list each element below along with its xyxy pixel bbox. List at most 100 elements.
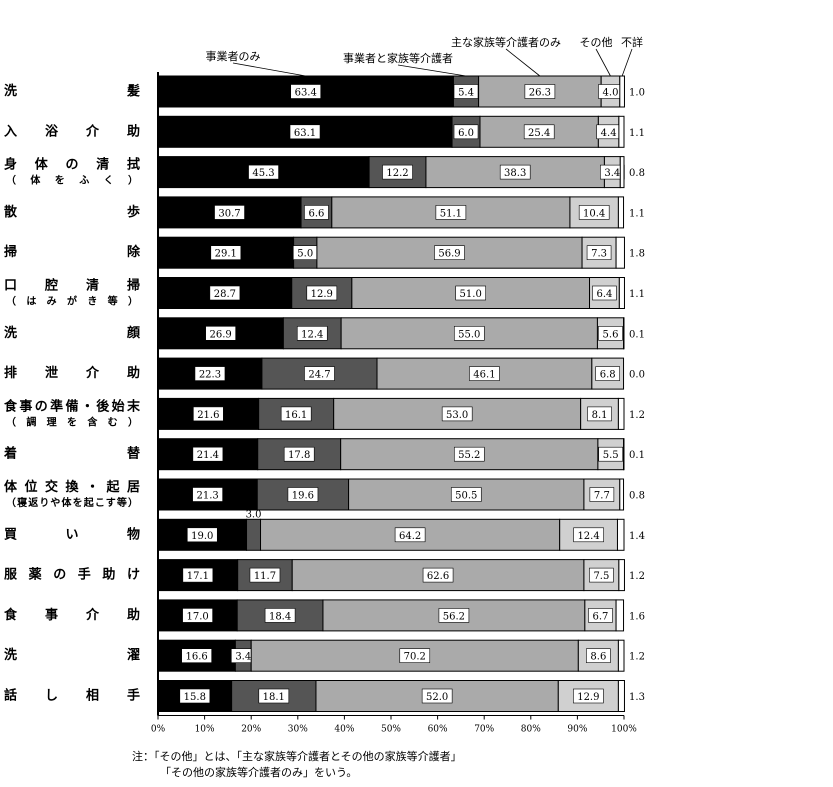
data-label: 38.3 (504, 168, 526, 179)
data-label: 21.4 (197, 450, 219, 461)
data-label: 29.1 (215, 249, 237, 260)
data-label: 52.0 (426, 692, 448, 703)
legend-label: 主な家族等介護者のみ (451, 35, 561, 49)
data-label-unknown: 1.1 (629, 289, 645, 300)
data-label: 17.1 (187, 571, 209, 582)
data-label: 16.1 (285, 410, 307, 421)
data-label: 6.7 (593, 611, 609, 622)
data-label: 56.9 (438, 249, 460, 260)
data-label-box (209, 285, 241, 301)
data-label: 12.9 (577, 692, 599, 703)
bar-segment-5 (616, 518, 625, 551)
legend-label: 事業者と家族等介護者 (343, 51, 453, 65)
data-label-box (186, 527, 218, 543)
data-label-box (435, 205, 467, 220)
legend-leader-line (595, 48, 611, 77)
data-label-box (578, 205, 610, 220)
data-label: 17.8 (288, 450, 310, 461)
data-label-box (399, 648, 431, 664)
x-tick-label: 20% (241, 725, 261, 735)
data-label-unknown: 1.2 (629, 571, 645, 582)
data-label: 53.0 (446, 410, 468, 421)
x-tick-label: 50% (381, 725, 401, 735)
legend-leader-line (397, 64, 467, 77)
data-label: 15.8 (184, 692, 206, 703)
x-tick-label: 100% (611, 725, 637, 735)
bar-segment-3 (333, 397, 582, 430)
data-label-box (586, 245, 612, 260)
data-label-unknown: 1.0 (629, 88, 645, 99)
category-sublabel: （ は み が き 等 ） (6, 295, 138, 308)
bar-segment-5 (619, 156, 625, 189)
data-label: 63.1 (294, 128, 316, 139)
data-label: 22.3 (199, 370, 221, 381)
legend-leader-line (232, 62, 306, 77)
data-label: 21.6 (197, 410, 219, 421)
data-label: 19.6 (292, 491, 314, 502)
data-label-box (589, 567, 614, 583)
data-label: 45.3 (252, 168, 274, 179)
data-label-box (258, 688, 290, 704)
data-label: 8.1 (592, 410, 608, 421)
data-label: 11.7 (254, 571, 276, 582)
data-label-box (182, 567, 214, 583)
data-label: 12.4 (301, 329, 323, 340)
bar-segment-5 (617, 639, 625, 672)
bar-segment-5 (619, 478, 625, 511)
data-label: 25.4 (528, 128, 550, 139)
category-label: 食事の準備・後始末 (4, 398, 141, 414)
category-label: 体位交換・起居 (4, 479, 140, 495)
data-label: 6.8 (600, 370, 616, 381)
data-label-unknown: 1.4 (629, 531, 645, 542)
category-label: 服 薬 の 手 助 け (4, 567, 140, 583)
data-label: 46.1 (473, 370, 495, 381)
data-label-box (434, 245, 465, 260)
data-label: 8.6 (590, 652, 606, 663)
data-label: 55.2 (458, 450, 480, 461)
data-label: 21.3 (196, 491, 218, 502)
footnote-line-1: 注：「その他」とは、「主な家族等介護者とその他の家族等介護者」 (132, 750, 462, 763)
data-label-box (573, 527, 604, 543)
data-label-unknown: 1.1 (629, 208, 645, 219)
data-label-box (450, 487, 482, 502)
data-label: 3.4 (235, 652, 251, 663)
data-label: 4.0 (603, 88, 619, 99)
data-label: 64.2 (399, 531, 421, 542)
bar-segment-5 (619, 75, 625, 108)
category-label: 掃 除 (4, 244, 141, 260)
data-label-box (306, 285, 338, 301)
legend-leader-line (621, 48, 633, 77)
data-label-box (192, 487, 223, 502)
data-label-box (499, 164, 531, 180)
data-label: 51.0 (460, 289, 482, 300)
data-label-box (280, 406, 312, 422)
data-label: 30.7 (218, 208, 240, 219)
data-label-box (587, 406, 612, 422)
data-label: 7.7 (594, 491, 610, 502)
data-label-box (205, 325, 236, 341)
data-label: 5.0 (297, 249, 313, 260)
data-label: 6.4 (596, 289, 612, 300)
category-label: 入 浴 介 助 (4, 123, 140, 139)
data-label-above: 3.0 (246, 509, 262, 520)
footnote-line-2: 「その他の家族等介護者のみ」をいう。 (160, 766, 358, 779)
x-tick-label: 0% (151, 725, 166, 735)
data-label-box (194, 366, 226, 381)
data-label-box (179, 688, 211, 704)
legend-leader-line (505, 48, 541, 77)
data-label-box (287, 487, 319, 502)
category-label: 買 い 物 (4, 526, 140, 542)
data-label-box (524, 84, 556, 99)
data-label-box (523, 124, 555, 140)
x-tick-label: 30% (288, 725, 308, 735)
data-label-box (182, 608, 213, 623)
data-label-box (453, 325, 485, 341)
bar-segment-5 (618, 277, 625, 309)
data-label: 28.7 (214, 289, 236, 300)
data-label-box (421, 688, 453, 704)
data-label-box (441, 406, 473, 422)
data-label-box (214, 205, 245, 220)
data-label: 5.6 (603, 329, 619, 340)
legend-label: 不詳 (621, 35, 643, 49)
data-label: 50.5 (455, 491, 477, 502)
